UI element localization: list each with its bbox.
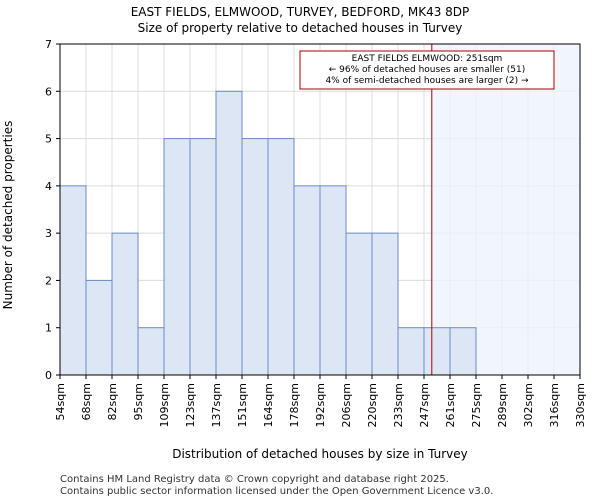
x-tick-label: 275sqm bbox=[470, 383, 483, 427]
annotation-line: EAST FIELDS ELMWOOD: 251sqm bbox=[352, 54, 503, 64]
x-tick-label: 206sqm bbox=[340, 383, 353, 427]
annotation-line: ← 96% of detached houses are smaller (51… bbox=[329, 65, 526, 75]
x-tick-label: 302sqm bbox=[522, 383, 535, 427]
footer-line: Contains public sector information licen… bbox=[60, 486, 493, 497]
histogram-bar bbox=[449, 327, 477, 376]
chart-subtitle: Size of property relative to detached ho… bbox=[138, 21, 463, 35]
y-tick-label: 2 bbox=[45, 274, 52, 287]
y-tick-label: 0 bbox=[45, 369, 52, 382]
histogram-bar bbox=[215, 90, 243, 376]
histogram-bar bbox=[319, 185, 347, 376]
y-tick-label: 6 bbox=[45, 85, 52, 98]
histogram-bar bbox=[345, 232, 373, 376]
annotation-box: EAST FIELDS ELMWOOD: 251sqm ← 96% of det… bbox=[299, 50, 555, 90]
y-tick-label: 1 bbox=[45, 322, 52, 335]
histogram-bar bbox=[59, 185, 87, 376]
y-tick-label: 4 bbox=[45, 180, 52, 193]
y-axis-label: Number of detached properties bbox=[1, 121, 15, 310]
bars-layer bbox=[59, 90, 477, 376]
x-tick-label: 151sqm bbox=[236, 383, 249, 427]
histogram-bar bbox=[137, 327, 165, 376]
histogram-bar bbox=[293, 185, 321, 376]
x-tick-label: 316sqm bbox=[548, 383, 561, 427]
x-ticks: 54sqm 68sqm 82sqm 95sqm 109sqm 123sqm 137sqm 15… bbox=[54, 375, 587, 427]
x-tick-label: 54sqm bbox=[54, 383, 67, 420]
x-tick-label: 82sqm bbox=[106, 383, 119, 420]
annotation-frame bbox=[299, 50, 555, 90]
histogram-bar bbox=[189, 138, 217, 376]
x-axis-label: Distribution of detached houses by size … bbox=[172, 447, 468, 461]
x-tick-label: 220sqm bbox=[366, 383, 379, 427]
histogram-bar bbox=[241, 138, 269, 376]
x-tick-label: 330sqm bbox=[574, 383, 587, 427]
x-tick-label: 95sqm bbox=[132, 383, 145, 420]
histogram-bar bbox=[371, 232, 399, 376]
chart-title: EAST FIELDS, ELMWOOD, TURVEY, BEDFORD, M… bbox=[131, 5, 470, 19]
x-tick-label: 68sqm bbox=[80, 383, 93, 420]
x-tick-label: 192sqm bbox=[314, 383, 327, 427]
x-tick-label: 178sqm bbox=[288, 383, 301, 427]
y-tick-label: 5 bbox=[45, 133, 52, 146]
histogram-bar bbox=[111, 232, 139, 376]
y-tick-label: 7 bbox=[45, 38, 52, 51]
annotation-line: 4% of semi-detached houses are larger (2… bbox=[325, 76, 529, 86]
x-tick-label: 289sqm bbox=[496, 383, 509, 427]
y-tick-label: 3 bbox=[45, 227, 52, 240]
histogram-bar bbox=[85, 279, 113, 376]
histogram-bar bbox=[163, 138, 191, 376]
x-tick-label: 123sqm bbox=[184, 383, 197, 427]
histogram-bar bbox=[397, 327, 425, 376]
y-ticks: 0 1 2 3 4 5 6 7 bbox=[45, 38, 60, 382]
x-tick-label: 261sqm bbox=[444, 383, 457, 427]
x-tick-label: 137sqm bbox=[210, 383, 223, 427]
histogram-bar bbox=[267, 138, 295, 376]
x-tick-label: 247sqm bbox=[418, 383, 431, 427]
histogram-bar bbox=[423, 327, 451, 376]
x-tick-label: 164sqm bbox=[262, 383, 275, 427]
highlight-region bbox=[431, 44, 580, 375]
x-tick-label: 109sqm bbox=[158, 383, 171, 427]
x-tick-label: 233sqm bbox=[392, 383, 405, 427]
footer-line: Contains HM Land Registry data © Crown c… bbox=[60, 474, 449, 485]
